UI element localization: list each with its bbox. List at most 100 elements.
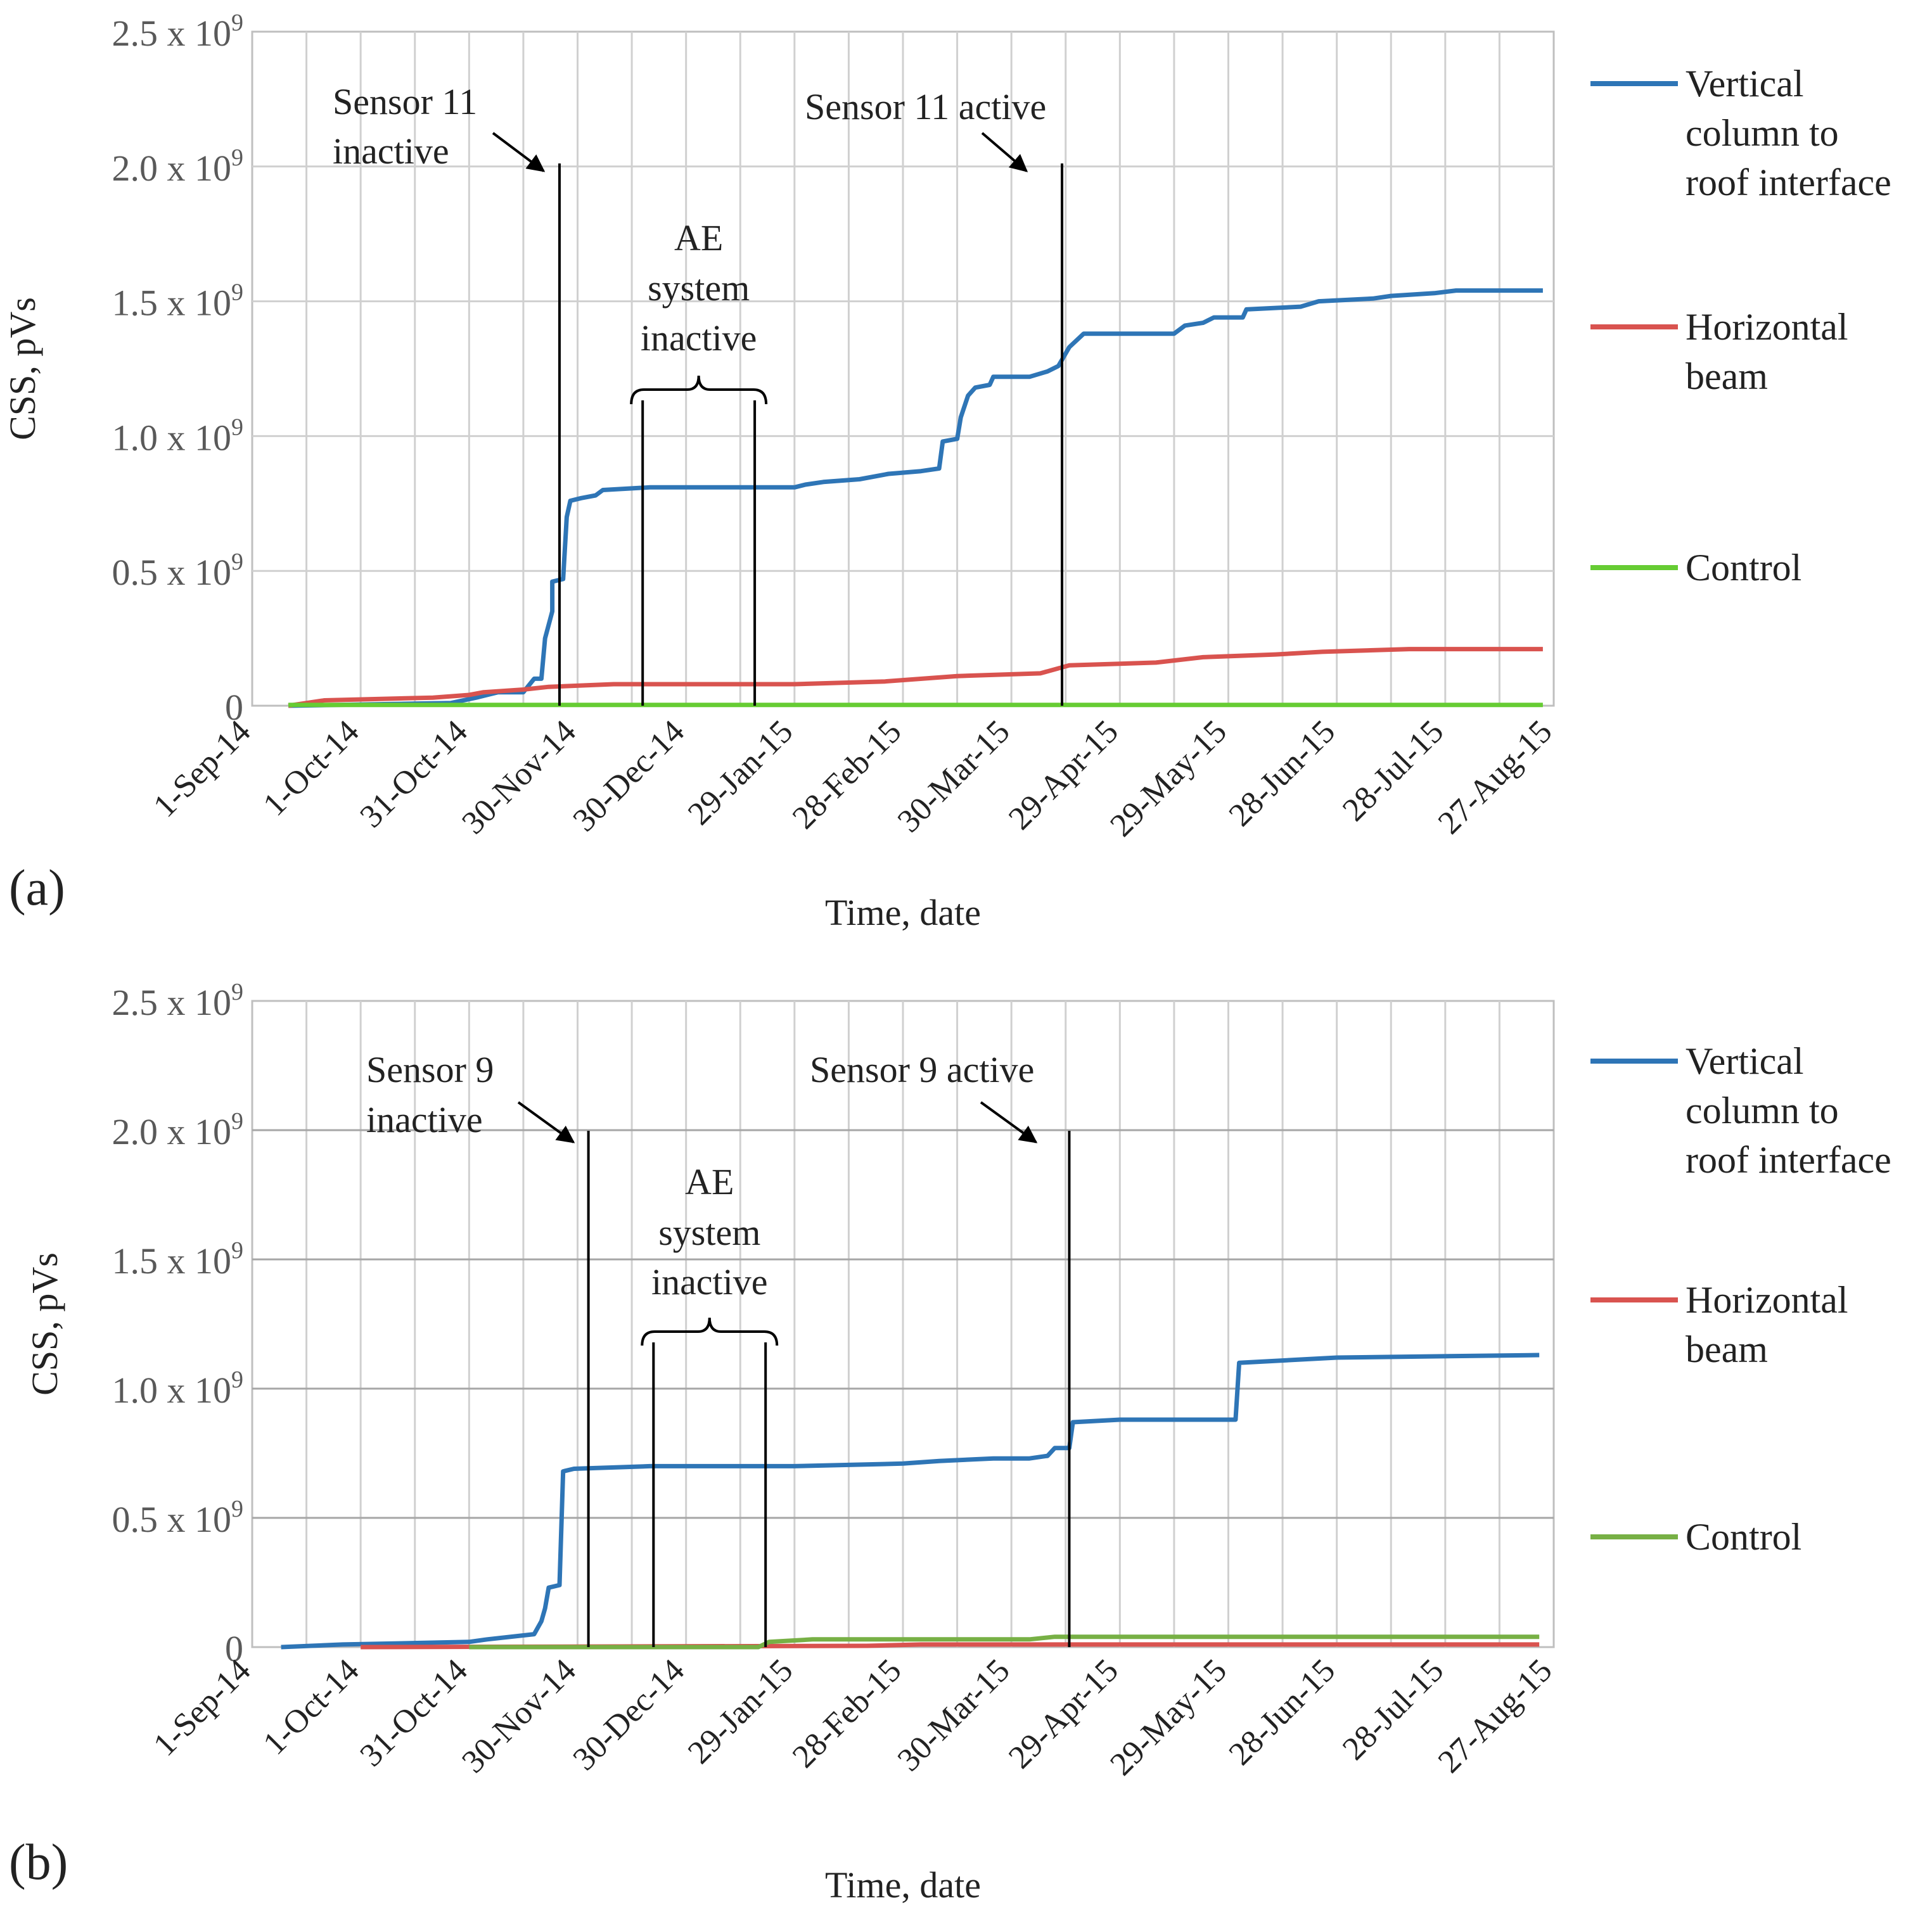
x-tick-label: 29-May-15 xyxy=(1103,1652,1234,1783)
legend-item: Control xyxy=(1590,1516,1801,1558)
y-tick-label: 1.0 x 109 xyxy=(112,1366,244,1411)
y-tick-exponent: 9 xyxy=(231,1108,243,1135)
x-tick-label: 28-Jun-15 xyxy=(1222,713,1342,833)
y-tick-exponent: 9 xyxy=(231,979,243,1005)
y-tick-exponent: 9 xyxy=(231,1496,243,1522)
series-line-vertical-column-to-roof-interface xyxy=(288,288,1543,708)
legend-label-line: Horizontal xyxy=(1686,1279,1848,1321)
bracket-text: system xyxy=(658,1212,760,1253)
legend-label-line: beam xyxy=(1686,1328,1768,1370)
x-axis-title: Time, date xyxy=(825,892,981,933)
x-axis-title: Time, date xyxy=(825,1864,981,1906)
x-tick-label: 1-Sep-14 xyxy=(146,713,257,824)
legend-item: Control xyxy=(1590,547,1801,589)
y-tick-exponent: 9 xyxy=(231,144,243,171)
annotation-text: inactive xyxy=(333,131,449,172)
bracket-text: inactive xyxy=(641,317,757,359)
x-tick-label: 30-Nov-14 xyxy=(455,1652,583,1780)
x-tick-label: 30-Mar-15 xyxy=(891,1652,1017,1778)
x-tick-label: 29-May-15 xyxy=(1103,713,1234,844)
y-tick-label: 2.5 x 109 xyxy=(112,10,244,54)
bracket-text: system xyxy=(648,267,750,309)
annotation-text: Sensor 9 xyxy=(366,1049,494,1090)
series-line-horizontal-beam xyxy=(288,647,1543,708)
bracket-text: inactive xyxy=(651,1261,768,1302)
annotation-text: Sensor 11 active xyxy=(805,86,1046,127)
bracket-text: AE xyxy=(685,1161,734,1202)
y-tick-exponent: 9 xyxy=(231,1237,243,1264)
legend-item: Horizontal beam xyxy=(1590,306,1848,397)
annotation-text: Sensor 9 active xyxy=(810,1049,1034,1090)
y-tick-text: 0.5 x 10 xyxy=(112,1499,232,1540)
x-tick-label: 27-Aug-15 xyxy=(1431,1652,1559,1780)
x-tick-label: 28-Jun-15 xyxy=(1222,1652,1342,1772)
y-tick-text: 2.0 x 10 xyxy=(112,148,232,189)
panel-label: (b) xyxy=(9,1835,68,1890)
y-tick-text: 0 xyxy=(225,687,243,728)
bracket-text: AE xyxy=(674,217,723,258)
legend-label-line: Vertical xyxy=(1686,63,1804,105)
legend-label-line: Vertical xyxy=(1686,1040,1804,1082)
annotation-text: inactive xyxy=(366,1099,483,1140)
y-tick-label: 0 xyxy=(225,1628,243,1669)
y-tick-exponent: 9 xyxy=(231,279,243,306)
annotation-arrow xyxy=(517,1101,575,1143)
legend-label: Control xyxy=(1686,1516,1801,1558)
x-tick-label: 28-Jul-15 xyxy=(1336,713,1450,828)
legend-label: Control xyxy=(1686,547,1801,589)
y-tick-exponent: 9 xyxy=(231,10,243,36)
x-tick-label: 28-Feb-15 xyxy=(786,1652,908,1774)
y-tick-exponent: 9 xyxy=(231,414,243,440)
x-tick-label: 28-Jul-15 xyxy=(1336,1652,1450,1767)
legend-item: Horizontal beam xyxy=(1590,1279,1848,1370)
x-tick-label: 1-Sep-14 xyxy=(146,1652,257,1763)
y-axis-title: CSS, pVs xyxy=(24,1252,65,1396)
legend-label: Horizontal beam xyxy=(1686,1279,1848,1370)
annotation-arrow xyxy=(492,132,546,172)
y-tick-label: 1.0 x 109 xyxy=(112,414,244,458)
x-tick-label: 1-Oct-14 xyxy=(257,1652,366,1762)
legend-label-line: column to xyxy=(1686,112,1839,154)
y-tick-text: 2.5 x 10 xyxy=(112,13,232,54)
legend-label-line: Horizontal xyxy=(1686,306,1848,348)
legend-item: Vertical column to roof interface xyxy=(1590,1040,1891,1181)
annotation-arrow xyxy=(980,1101,1038,1143)
x-tick-label: 30-Nov-14 xyxy=(455,713,583,841)
legend-label-line: column to xyxy=(1686,1090,1839,1131)
legend-label-line: roof interface xyxy=(1686,1139,1891,1181)
series-line-control xyxy=(469,1634,1540,1650)
ae-inactive-bracket xyxy=(641,1317,779,1346)
legend-label-line: roof interface xyxy=(1686,162,1891,203)
legend-label-line: Control xyxy=(1686,1516,1801,1558)
x-tick-label: 30-Mar-15 xyxy=(891,713,1017,839)
y-tick-text: 0.5 x 10 xyxy=(112,552,232,593)
y-tick-label: 0 xyxy=(225,687,243,728)
y-tick-text: 1.0 x 10 xyxy=(112,1370,232,1411)
x-tick-label: 27-Aug-15 xyxy=(1431,713,1559,841)
x-tick-label: 29-Jan-15 xyxy=(681,1652,800,1771)
y-tick-text: 1.0 x 10 xyxy=(112,417,232,458)
y-tick-text: 1.5 x 10 xyxy=(112,1240,232,1282)
y-tick-label: 0.5 x 109 xyxy=(112,549,244,593)
y-tick-label: 1.5 x 109 xyxy=(112,1237,244,1282)
y-tick-text: 2.5 x 10 xyxy=(112,982,232,1023)
y-tick-label: 2.5 x 109 xyxy=(112,979,244,1023)
series-line-vertical-column-to-roof-interface xyxy=(281,1353,1540,1650)
y-tick-label: 2.0 x 109 xyxy=(112,144,244,189)
y-tick-exponent: 9 xyxy=(231,1366,243,1393)
y-tick-text: 1.5 x 10 xyxy=(112,283,232,324)
y-axis-title: CSS, pVs xyxy=(2,297,43,440)
x-tick-label: 1-Oct-14 xyxy=(257,713,366,823)
x-tick-label: 28-Feb-15 xyxy=(786,713,908,836)
x-tick-label: 29-Jan-15 xyxy=(681,713,800,832)
annotation-text: Sensor 11 xyxy=(333,81,477,122)
y-tick-label: 1.5 x 109 xyxy=(112,279,244,324)
legend-label-line: Control xyxy=(1686,547,1801,589)
x-tick-label: 30-Dec-14 xyxy=(566,1652,692,1778)
y-tick-label: 0.5 x 109 xyxy=(112,1496,244,1540)
panel-label: (a) xyxy=(9,860,65,916)
legend-item: Vertical column to roof interface xyxy=(1590,63,1891,203)
